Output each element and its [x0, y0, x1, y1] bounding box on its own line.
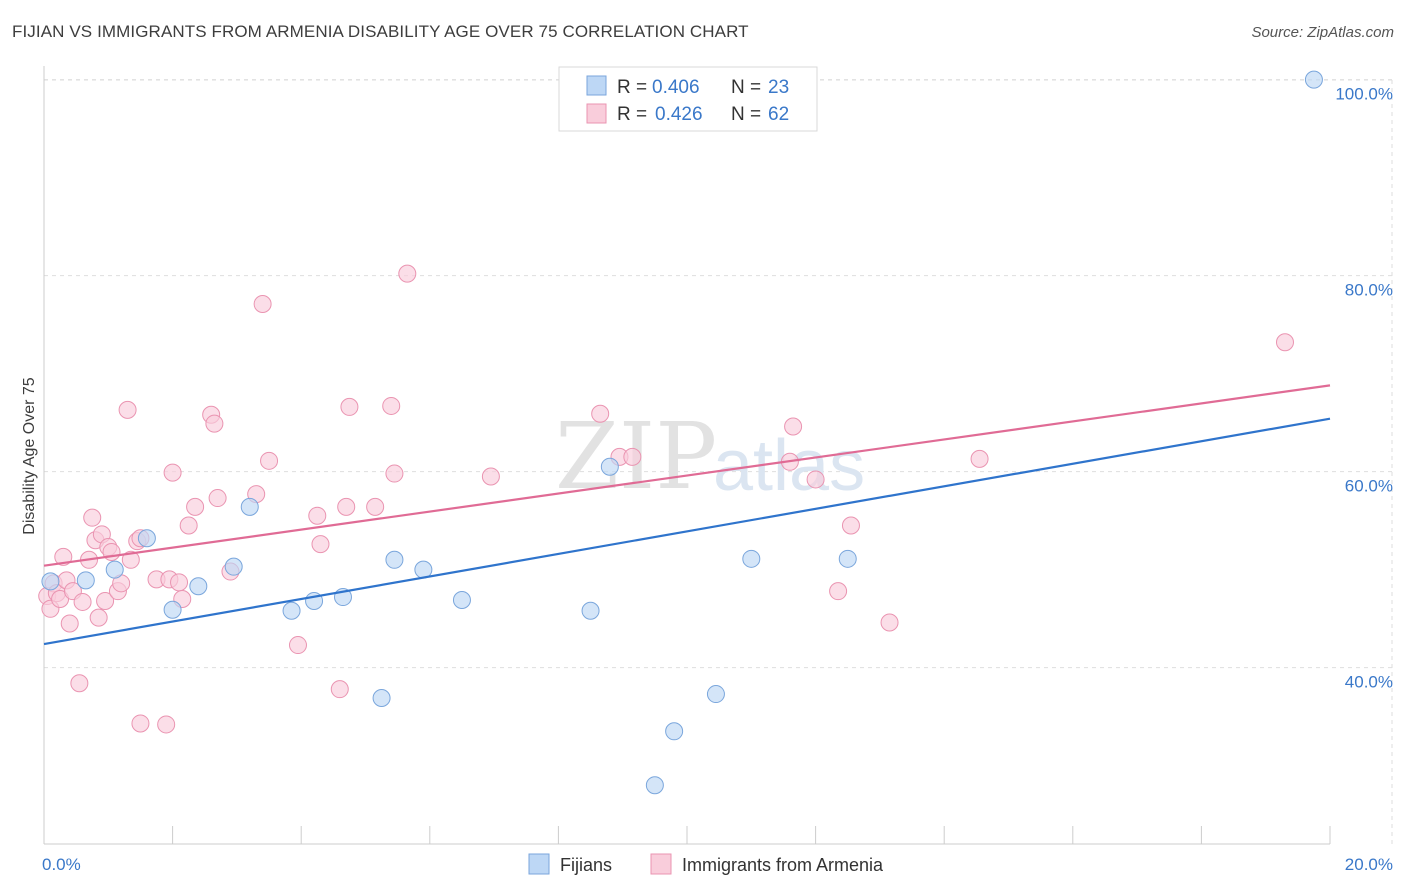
point-armenia-40 — [260, 451, 279, 470]
point-armenia-36 — [208, 489, 227, 508]
trend-layer — [43, 384, 1331, 646]
point-fijians-11 — [372, 688, 391, 707]
y-tick-label-2: 80.0% — [1345, 281, 1393, 300]
point-armenia-49 — [385, 464, 404, 483]
y-tick-label-1: 60.0% — [1345, 477, 1393, 496]
point-fijians-1 — [76, 571, 95, 590]
point-armenia-14 — [89, 608, 108, 627]
legend-n-label-fijians: N = — [731, 77, 761, 98]
bottom-legend: Fijians Immigrants from Armenia — [528, 853, 884, 875]
point-armenia-30 — [170, 573, 189, 592]
point-armenia-47 — [366, 497, 385, 516]
point-armenia-57 — [806, 470, 825, 489]
point-armenia-25 — [131, 714, 150, 733]
chart-title: FIJIAN VS IMMIGRANTS FROM ARMENIA DISABI… — [12, 22, 749, 41]
point-fijians-14 — [452, 590, 471, 609]
point-armenia-10 — [73, 592, 92, 611]
point-fijians-18 — [665, 722, 684, 741]
point-fijians-17 — [645, 776, 664, 795]
point-fijians-16 — [600, 457, 619, 476]
legend-r-label-armenia: R = — [617, 104, 647, 125]
point-armenia-45 — [337, 497, 356, 516]
point-fijians-22 — [1304, 70, 1323, 89]
point-armenia-39 — [253, 295, 272, 314]
point-armenia-50 — [398, 264, 417, 283]
point-fijians-7 — [240, 497, 259, 516]
point-armenia-41 — [288, 636, 307, 655]
point-armenia-5 — [54, 547, 73, 566]
point-armenia-58 — [829, 582, 848, 601]
axes-layer — [43, 66, 1331, 845]
point-armenia-51 — [481, 467, 500, 486]
point-armenia-33 — [186, 497, 205, 516]
point-armenia-61 — [970, 449, 989, 468]
point-fijians-21 — [838, 549, 857, 568]
point-armenia-16 — [96, 591, 115, 610]
legend-swatch-fijians — [586, 75, 607, 96]
point-armenia-7 — [60, 614, 79, 633]
tick-labels-layer: 40.0% 60.0% 80.0% 100.0% 0.0% 20.0% — [42, 85, 1393, 874]
points-layer — [38, 70, 1323, 795]
y-tick-label-3: 100.0% — [1335, 85, 1393, 104]
point-armenia-60 — [880, 613, 899, 632]
point-armenia-27 — [157, 715, 176, 734]
point-armenia-42 — [308, 506, 327, 525]
point-armenia-48 — [382, 396, 401, 415]
point-fijians-4 — [163, 600, 182, 619]
point-armenia-56 — [784, 417, 803, 436]
x-tick-label-0: 0.0% — [42, 855, 81, 874]
legend-box: R = 0.406 N = 23 R = 0.426 N = 62 — [558, 66, 818, 132]
point-armenia-21 — [118, 400, 137, 419]
bottom-legend-label-fijians: Fijians — [560, 855, 612, 875]
point-armenia-44 — [330, 680, 349, 699]
chart-source: Source: ZipAtlas.com — [1251, 24, 1394, 41]
point-fijians-15 — [581, 601, 600, 620]
point-armenia-62 — [1275, 333, 1294, 352]
point-armenia-43 — [311, 535, 330, 554]
legend-n-value-armenia: 62 — [768, 104, 789, 125]
bottom-legend-swatch-armenia — [650, 853, 672, 875]
trend-line-fijians — [43, 417, 1331, 646]
point-armenia-32 — [179, 516, 198, 535]
bottom-legend-swatch-fijians — [528, 853, 550, 875]
y-tick-label-0: 40.0% — [1345, 673, 1393, 692]
point-fijians-5 — [189, 577, 208, 596]
legend-r-value-armenia: 0.426 — [655, 104, 703, 125]
point-armenia-29 — [163, 463, 182, 482]
legend-n-label-armenia: N = — [731, 104, 761, 125]
bottom-legend-label-armenia: Immigrants from Armenia — [682, 855, 884, 875]
point-armenia-9 — [70, 674, 89, 693]
point-armenia-52 — [591, 404, 610, 423]
legend-r-value-fijians: 0.406 — [652, 77, 700, 98]
point-armenia-12 — [83, 508, 102, 527]
point-armenia-46 — [340, 397, 359, 416]
point-fijians-20 — [742, 549, 761, 568]
y-axis-title: Disability Age Over 75 — [21, 377, 38, 535]
legend-swatch-armenia — [586, 103, 607, 124]
x-tick-label-1: 20.0% — [1345, 855, 1393, 874]
legend-n-value-fijians: 23 — [768, 77, 789, 98]
point-fijians-2 — [105, 560, 124, 579]
point-fijians-6 — [224, 557, 243, 576]
point-armenia-59 — [841, 516, 860, 535]
point-armenia-22 — [121, 550, 140, 569]
legend-r-label-fijians: R = — [617, 77, 647, 98]
point-armenia-54 — [623, 447, 642, 466]
point-fijians-3 — [137, 529, 156, 548]
point-fijians-12 — [385, 550, 404, 569]
point-fijians-0 — [41, 572, 60, 591]
point-fijians-19 — [706, 685, 725, 704]
point-armenia-35 — [205, 414, 224, 433]
point-fijians-8 — [282, 601, 301, 620]
trend-line-armenia — [43, 384, 1331, 567]
